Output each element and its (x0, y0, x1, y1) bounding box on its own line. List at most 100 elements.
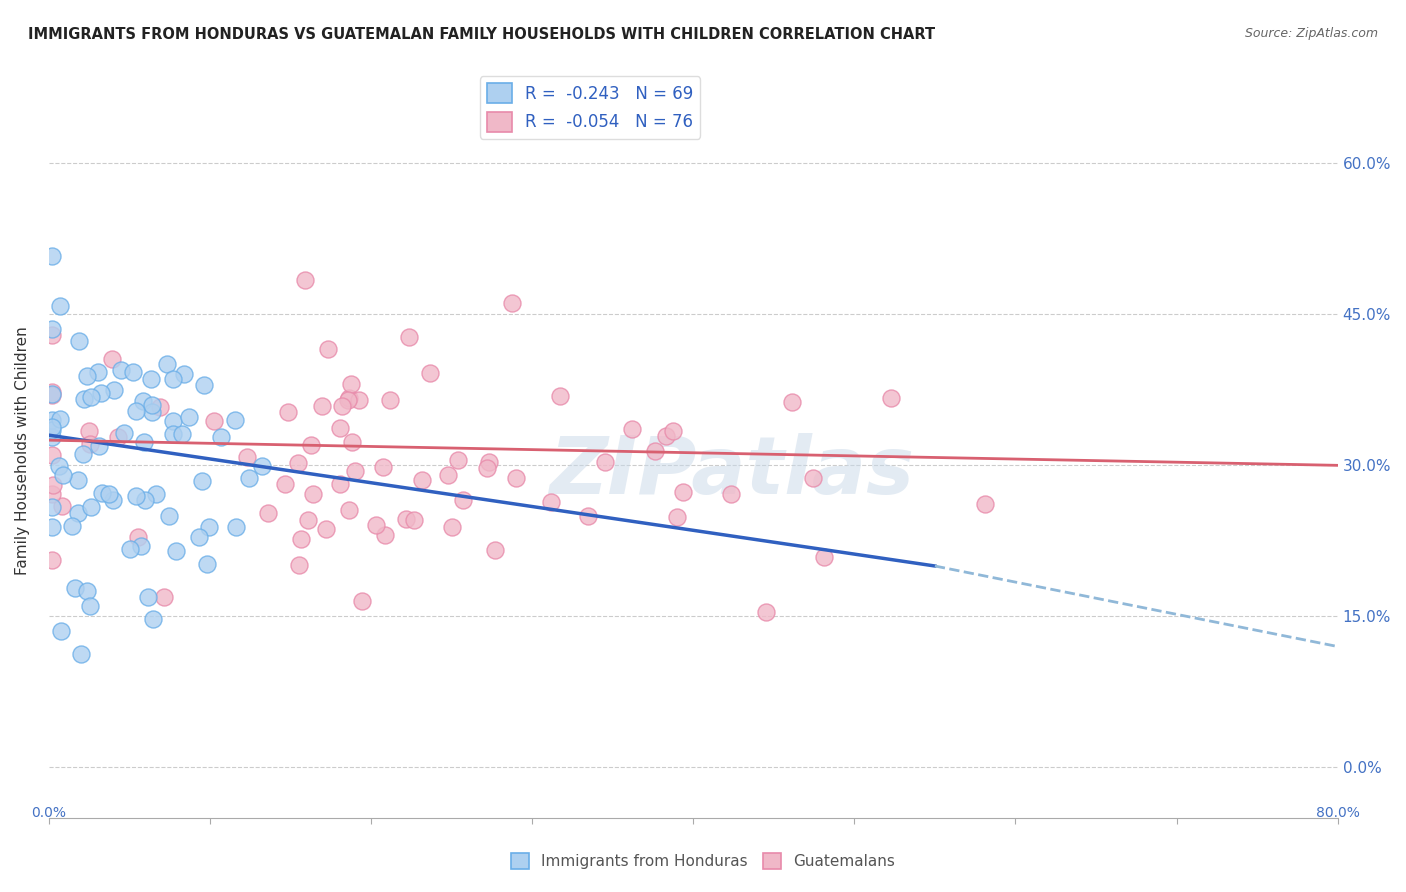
Point (77, 424, 100, 438)
Point (141, 404, 163, 418)
Point (209, 430, 232, 444)
Point (294, 273, 316, 287)
Y-axis label: Family Households with Children: Family Households with Children (15, 326, 30, 574)
Point (780, 395, 803, 409)
Point (290, 532, 312, 546)
Point (41, 430, 63, 444)
Point (224, 413, 246, 427)
Point (49, 299, 72, 313)
Point (257, 507, 280, 521)
Point (172, 427, 194, 442)
Point (90, 486, 112, 500)
Point (41, 413, 63, 427)
Point (287, 457, 309, 471)
Point (103, 383, 125, 397)
Text: 0.0%: 0.0% (31, 806, 66, 821)
Point (103, 492, 125, 507)
Point (41, 384, 63, 399)
Legend: Immigrants from Honduras, Guatemalans: Immigrants from Honduras, Guatemalans (505, 847, 901, 875)
Point (76, 584, 98, 599)
Point (173, 367, 195, 381)
Point (112, 425, 135, 440)
Point (49, 412, 72, 426)
Point (451, 492, 474, 507)
Point (41, 388, 63, 402)
Point (51, 499, 73, 513)
Point (41, 386, 63, 401)
Point (813, 550, 835, 565)
Point (41, 419, 63, 434)
Point (67, 473, 90, 487)
Point (52, 467, 75, 482)
Point (134, 492, 156, 507)
Point (41, 500, 63, 514)
Point (879, 391, 901, 405)
Point (107, 430, 129, 444)
Point (66, 506, 89, 520)
Point (501, 296, 523, 310)
Point (299, 438, 322, 452)
Point (41, 486, 63, 500)
Point (974, 497, 997, 511)
Point (125, 489, 148, 503)
Point (141, 398, 163, 412)
Point (141, 372, 163, 386)
Point (343, 464, 366, 478)
Point (340, 434, 363, 449)
Point (149, 401, 172, 415)
Point (87, 440, 110, 454)
Point (655, 429, 678, 443)
Point (644, 443, 666, 458)
Point (142, 612, 165, 626)
Point (129, 539, 152, 553)
Point (576, 509, 599, 524)
Point (42, 478, 65, 492)
Point (70, 648, 93, 662)
Point (620, 422, 643, 436)
Point (188, 530, 211, 544)
Point (48, 458, 70, 473)
Point (120, 542, 142, 557)
Point (153, 590, 176, 604)
Point (672, 484, 695, 499)
Point (398, 330, 420, 344)
Point (41, 322, 63, 336)
Point (162, 372, 184, 386)
Point (124, 404, 146, 418)
Point (593, 454, 616, 468)
Point (755, 605, 778, 619)
Point (339, 376, 361, 391)
Point (132, 393, 155, 408)
Point (97, 487, 120, 501)
Point (477, 461, 499, 475)
Point (41, 552, 63, 566)
Point (336, 392, 359, 407)
Point (332, 400, 354, 414)
Point (179, 409, 201, 424)
Point (505, 471, 527, 485)
Point (136, 590, 159, 604)
Point (366, 517, 388, 532)
Point (250, 458, 273, 473)
Point (288, 558, 311, 573)
Point (540, 494, 562, 508)
Point (80, 390, 103, 404)
Point (329, 421, 352, 435)
Point (41, 448, 63, 462)
Point (157, 509, 180, 524)
Point (127, 530, 149, 544)
Text: IMMIGRANTS FROM HONDURAS VS GUATEMALAN FAMILY HOUSEHOLDS WITH CHILDREN CORRELATI: IMMIGRANTS FROM HONDURAS VS GUATEMALAN F… (28, 27, 935, 42)
Point (41, 520, 63, 534)
Point (478, 455, 501, 469)
Point (195, 557, 218, 571)
Point (225, 520, 247, 534)
Point (162, 414, 184, 428)
Point (665, 510, 688, 524)
Point (41, 328, 63, 343)
Point (90, 386, 112, 401)
Point (484, 542, 506, 557)
Point (236, 450, 259, 465)
Point (122, 365, 145, 379)
Point (193, 377, 215, 392)
Point (190, 475, 212, 489)
